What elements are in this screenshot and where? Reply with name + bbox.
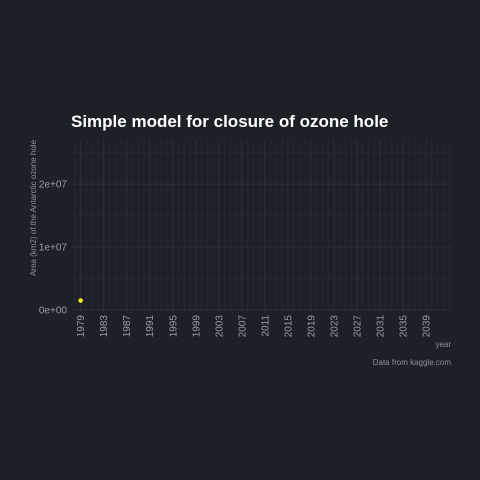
y-tick-label: 0e+00: [39, 306, 68, 317]
data-point: [78, 298, 83, 303]
x-tick-label: 2035: [399, 315, 410, 338]
y-tick-label: 2e+07: [39, 180, 68, 191]
x-tick-label: 1979: [76, 315, 87, 338]
x-tick-label: 2027: [353, 315, 364, 338]
x-tick-label: 1987: [122, 315, 133, 338]
x-tick-label: 1983: [99, 315, 110, 338]
y-axis-ticks: 0e+00 1e+07 2e+07: [39, 180, 68, 317]
y-axis-label: Area (km2) of the Antarctic ozone hole: [29, 139, 38, 276]
x-tick-label: 2039: [422, 315, 433, 338]
x-axis-label: year: [435, 340, 451, 349]
x-tick-label: 2007: [237, 315, 248, 338]
x-tick-label: 1995: [168, 315, 179, 338]
y-tick-label: 1e+07: [39, 243, 68, 254]
data-points: [78, 298, 83, 303]
x-tick-label: 2019: [306, 315, 317, 338]
x-tick-label: 2031: [376, 315, 387, 338]
chart-title: Simple model for closure of ozone hole: [71, 112, 388, 131]
grid-lines: [72, 140, 452, 311]
x-tick-label: 2011: [260, 315, 271, 337]
x-tick-label: 2023: [329, 315, 340, 338]
x-tick-label: 1999: [191, 315, 202, 338]
x-axis-ticks: 1979 1983 1987 1991 1995 1999 2003 2007 2011 2015…: [76, 315, 432, 338]
chart-caption: Data from kaggle.com: [373, 358, 452, 367]
x-tick-label: 1991: [145, 315, 156, 338]
x-tick-label: 2015: [283, 315, 294, 338]
x-tick-label: 2003: [214, 315, 225, 338]
